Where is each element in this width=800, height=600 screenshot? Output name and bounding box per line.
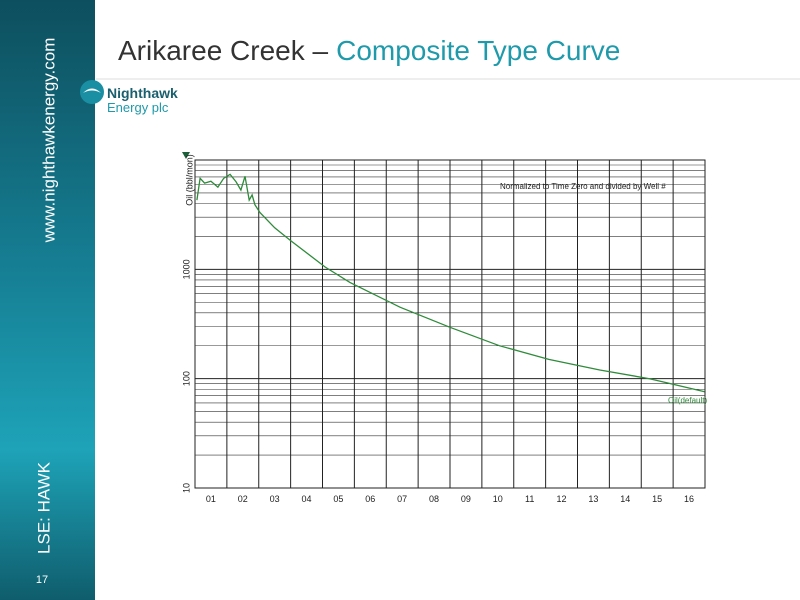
x-tick-label: 06 [365,494,375,504]
x-tick-label: 09 [461,494,471,504]
x-tick-label: 05 [333,494,343,504]
x-tick-label: 04 [302,494,312,504]
y-axis-label: Oil (bbl/mon) [184,154,194,206]
x-tick-label: 15 [652,494,662,504]
x-tick-label: 08 [429,494,439,504]
website: www.nighthawkenergy.com [39,38,58,244]
logo-bird [83,88,101,93]
page-number: 17 [36,574,48,586]
y-tick-label: 100 [181,371,191,386]
x-tick-label: 11 [525,494,534,504]
x-tick-label: 01 [206,494,216,504]
side-band [0,0,95,600]
series-label: Oil(default) [668,396,707,405]
axis-marker [182,152,190,159]
logo-sub: Energy plc [107,100,169,115]
title: Arikaree Creek – Composite Type Curve [118,35,620,66]
x-tick-label: 14 [620,494,630,504]
title-main: Arikaree Creek – [118,35,329,66]
x-tick-label: 16 [684,494,694,504]
x-tick-label: 13 [588,494,598,504]
series-line [196,173,705,393]
x-tick-label: 03 [270,494,280,504]
logo-icon [80,80,104,104]
title-accent: Composite Type Curve [336,35,620,66]
annotation: Normalized to Time Zero and divided by W… [500,182,666,191]
logo-name: Nighthawk [107,85,178,101]
chart: 10 100 1000 01 02 03 04 05 06 07 08 09 10 11 12 13 14 15 1… [181,159,707,504]
ticker: LSE: HAWK [34,461,53,554]
x-tick-label: 10 [493,494,503,504]
x-tick-label: 12 [557,494,567,504]
x-tick-label: 07 [397,494,407,504]
y-tick-label: 10 [181,483,191,493]
y-tick-label: 1000 [181,259,191,279]
x-tick-label: 02 [238,494,248,504]
